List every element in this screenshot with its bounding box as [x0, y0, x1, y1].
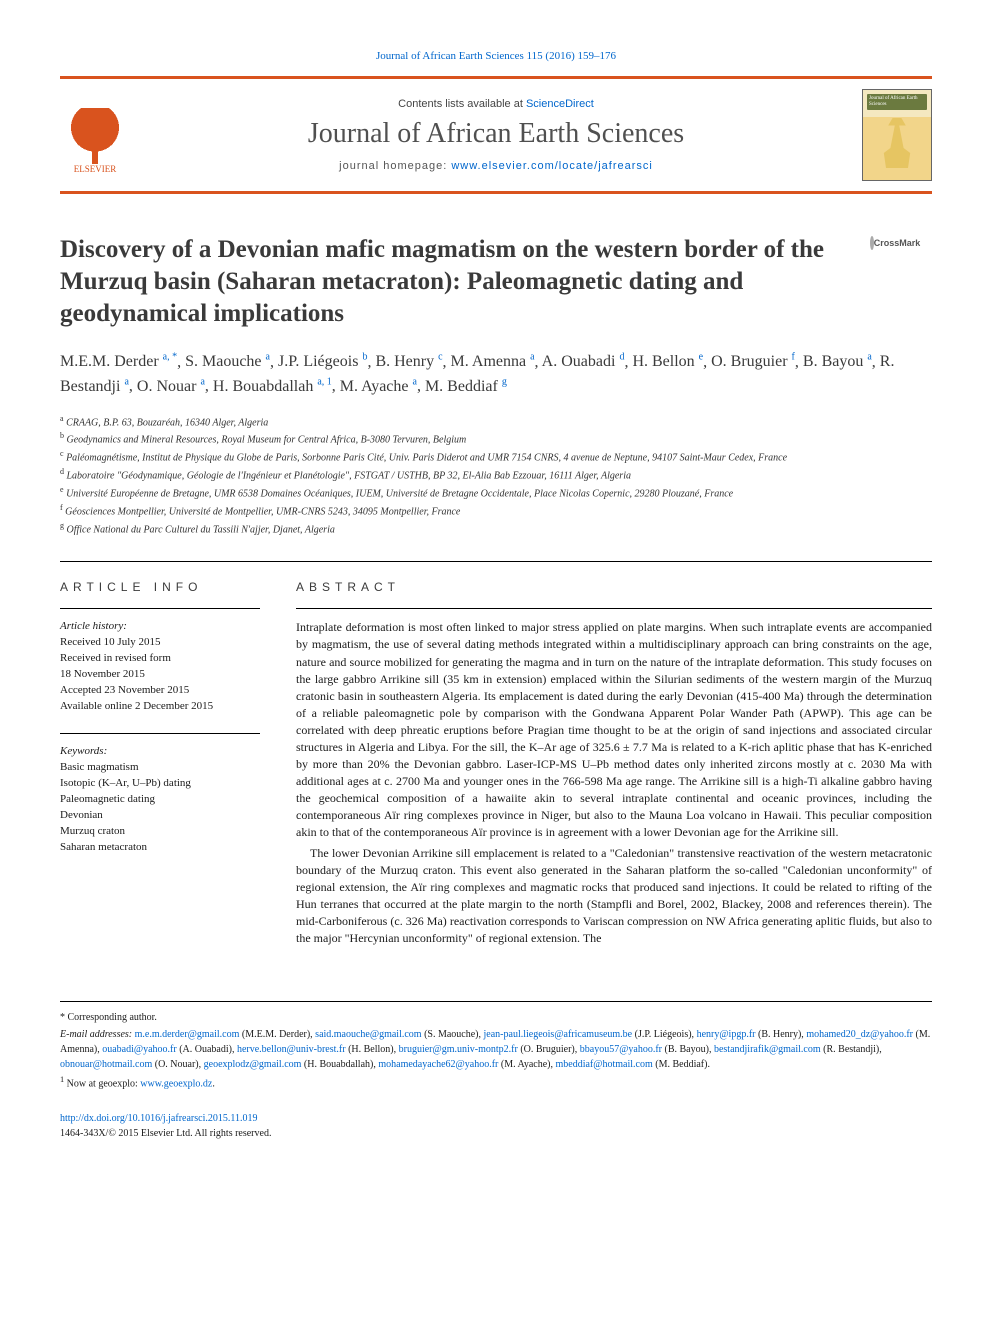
homepage-link[interactable]: www.elsevier.com/locate/jafrearsci [451, 160, 653, 172]
contents-line: Contents lists available at ScienceDirec… [142, 98, 850, 110]
email-link[interactable]: ouabadi@yahoo.fr [102, 1044, 176, 1055]
homepage-line: journal homepage: www.elsevier.com/locat… [142, 160, 850, 172]
journal-cover-thumb: Journal of African Earth Sciences [862, 89, 932, 181]
divider [296, 608, 932, 609]
affiliation: c Paléomagnétisme, Institut de Physique … [60, 448, 932, 466]
elsevier-logo: ELSEVIER [60, 96, 130, 174]
author: M. Ayache a [340, 378, 417, 395]
affiliation: b Geodynamics and Mineral Resources, Roy… [60, 430, 932, 448]
crossmark-widget[interactable]: CrossMark [858, 238, 932, 250]
affiliation-list: a CRAAG, B.P. 63, Bouzaréah, 16340 Alger… [60, 413, 932, 538]
abstract-paragraph: The lower Devonian Arrikine sill emplace… [296, 845, 932, 947]
crossmark-icon [870, 236, 874, 250]
abstract-text: Intraplate deformation is most often lin… [296, 619, 932, 947]
author: O. Bruguier f [711, 353, 795, 370]
email-link[interactable]: henry@ipgp.fr [697, 1029, 756, 1040]
abstract-paragraph: Intraplate deformation is most often lin… [296, 619, 932, 840]
affiliation: f Géosciences Montpellier, Université de… [60, 502, 932, 520]
article-title: Discovery of a Devonian mafic magmatism … [60, 234, 932, 330]
divider [60, 733, 260, 734]
journal-title: Journal of African Earth Sciences [142, 118, 850, 150]
email-link[interactable]: bestandjirafik@gmail.com [714, 1044, 821, 1055]
history-line: Received in revised form [60, 651, 260, 667]
footnote-1: 1 Now at geoexplo: www.geoexplo.dz. [60, 1074, 932, 1091]
corresponding-note: * Corresponding author. [60, 1010, 932, 1025]
publisher-name: ELSEVIER [74, 164, 117, 174]
email-link[interactable]: mbeddiaf@hotmail.com [555, 1059, 652, 1070]
keywords-block: Keywords: Basic magmatismIsotopic (K–Ar,… [60, 744, 260, 856]
footnote-1-prefix: Now at geoexplo: [67, 1078, 141, 1089]
email-link[interactable]: m.e.m.derder@gmail.com [135, 1029, 240, 1040]
author: B. Bayou a [803, 353, 872, 370]
footnotes: * Corresponding author. E-mail addresses… [60, 1001, 932, 1091]
contents-prefix: Contents lists available at [398, 98, 526, 110]
email-label: E-mail addresses: [60, 1029, 132, 1040]
author: O. Nouar a [137, 378, 205, 395]
crossmark-label: CrossMark [874, 238, 921, 248]
author: A. Ouabadi d [542, 353, 625, 370]
keyword: Paleomagnetic dating [60, 792, 260, 808]
issn-copyright: 1464-343X/© 2015 Elsevier Ltd. All right… [60, 1126, 932, 1141]
author: J.P. Liégeois b [278, 353, 367, 370]
email-link[interactable]: mohamed20_dz@yahoo.fr [806, 1029, 913, 1040]
email-link[interactable]: herve.bellon@univ-brest.fr [237, 1044, 346, 1055]
doi-block: http://dx.doi.org/10.1016/j.jafrearsci.2… [60, 1111, 932, 1141]
affiliation: d Laboratoire "Géodynamique, Géologie de… [60, 466, 932, 484]
doi-link[interactable]: http://dx.doi.org/10.1016/j.jafrearsci.2… [60, 1113, 257, 1124]
history-line: Accepted 23 November 2015 [60, 683, 260, 699]
keyword: Basic magmatism [60, 760, 260, 776]
affiliation: a CRAAG, B.P. 63, Bouzaréah, 16340 Alger… [60, 413, 932, 431]
author: M. Amenna a [451, 353, 535, 370]
footnote-1-link[interactable]: www.geoexplo.dz [140, 1078, 212, 1089]
elsevier-tree-icon [67, 108, 123, 164]
email-link[interactable]: said.maouche@gmail.com [315, 1029, 421, 1040]
email-link[interactable]: bruguier@gm.univ-montp2.fr [399, 1044, 518, 1055]
affiliation: g Office National du Parc Culturel du Ta… [60, 520, 932, 538]
cover-thumb-label: Journal of African Earth Sciences [869, 96, 931, 107]
affiliation: e Université Européenne de Bretagne, UMR… [60, 484, 932, 502]
history-line: 18 November 2015 [60, 667, 260, 683]
keyword: Isotopic (K–Ar, U–Pb) dating [60, 776, 260, 792]
email-link[interactable]: obnouar@hotmail.com [60, 1059, 152, 1070]
email-link[interactable]: geoexplodz@gmail.com [204, 1059, 302, 1070]
keyword: Murzuq craton [60, 824, 260, 840]
abstract-heading: abstract [296, 580, 932, 594]
homepage-prefix: journal homepage: [339, 160, 451, 172]
email-link[interactable]: mohamedayache62@yahoo.fr [378, 1059, 498, 1070]
article-history: Article history: Received 10 July 2015Re… [60, 619, 260, 715]
keywords-label: Keywords: [60, 744, 260, 760]
author: S. Maouche a [185, 353, 270, 370]
history-line: Received 10 July 2015 [60, 635, 260, 651]
article-title-text: Discovery of a Devonian mafic magmatism … [60, 236, 824, 327]
sciencedirect-link[interactable]: ScienceDirect [526, 98, 594, 110]
top-citation: Journal of African Earth Sciences 115 (2… [60, 50, 932, 62]
divider [60, 608, 260, 609]
email-link[interactable]: bbayou57@yahoo.fr [580, 1044, 662, 1055]
journal-header: ELSEVIER Contents lists available at Sci… [60, 76, 932, 194]
author: B. Henry c [375, 353, 442, 370]
keyword: Devonian [60, 808, 260, 824]
article-info-heading: article info [60, 580, 260, 594]
history-label: Article history: [60, 619, 260, 635]
email-link[interactable]: jean-paul.liegeois@africamuseum.be [484, 1029, 633, 1040]
author: M. Beddiaf g [425, 378, 507, 395]
author: M.E.M. Derder a, * [60, 353, 177, 370]
keyword: Saharan metacraton [60, 840, 260, 856]
email-addresses: E-mail addresses: m.e.m.derder@gmail.com… [60, 1027, 932, 1072]
top-citation-link[interactable]: Journal of African Earth Sciences 115 (2… [376, 50, 616, 62]
author-list: M.E.M. Derder a, *, S. Maouche a, J.P. L… [60, 350, 932, 399]
footnote-1-suffix: . [212, 1078, 215, 1089]
author: H. Bouabdallah a, 1 [213, 378, 332, 395]
author: H. Bellon e [632, 353, 703, 370]
history-line: Available online 2 December 2015 [60, 699, 260, 715]
